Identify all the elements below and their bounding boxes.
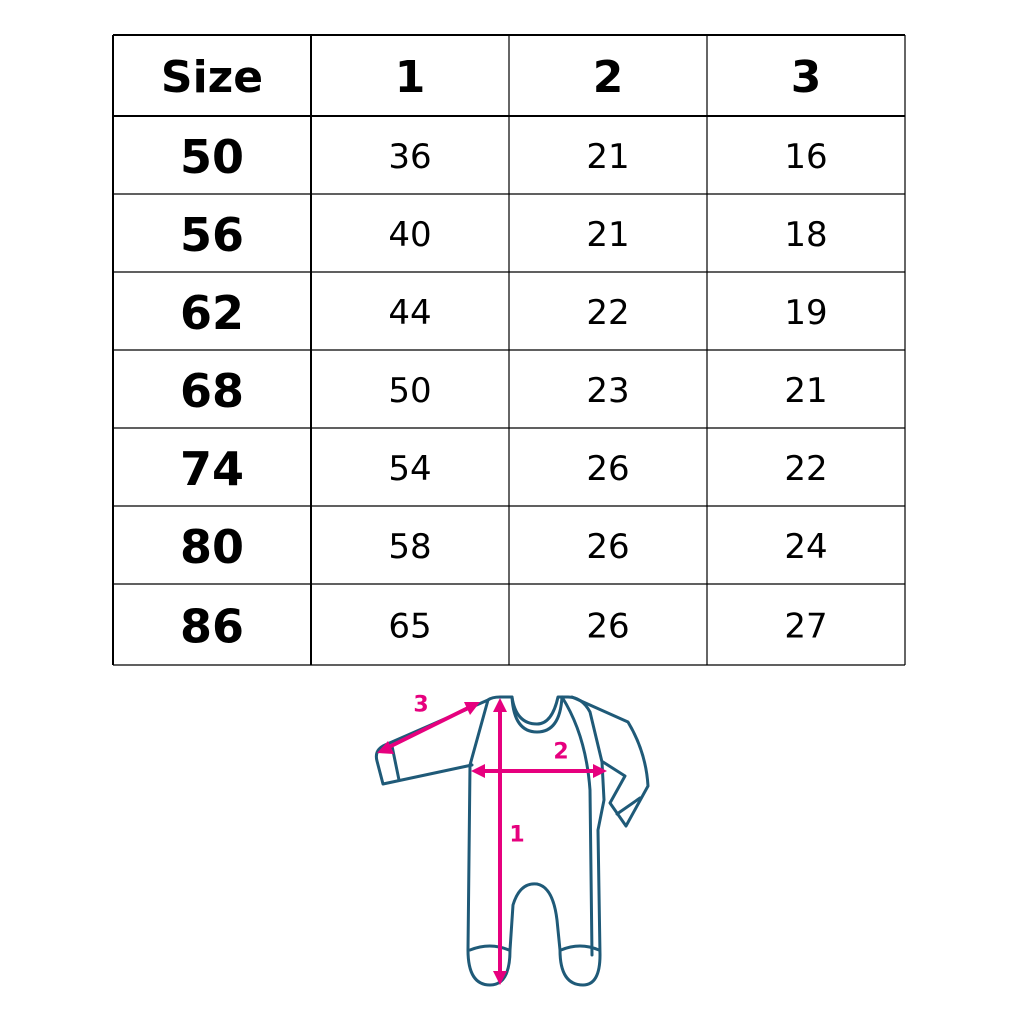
table-cell: 24 [784,527,827,567]
diagram-label: 3 [413,693,428,718]
table-cell: 36 [388,137,431,177]
table-cell: 27 [784,607,827,647]
onesie-neck [510,695,564,734]
table-cell: 19 [784,293,827,333]
onesie-left-foot [468,944,511,952]
arrow-sleeve [386,705,471,750]
arrow-head [471,764,485,778]
table-cell: 65 [388,607,431,647]
table-cell: 54 [388,449,431,489]
arrow-head [593,764,607,778]
table-cell: 16 [784,137,827,177]
onesie-right-foot [559,944,601,952]
header-cell: Size [161,52,263,103]
size-cell: 74 [180,442,244,496]
onesie-body [466,695,606,987]
table-cell: 21 [784,371,827,411]
table-cell: 23 [586,371,629,411]
onesie-right-arm [570,695,650,828]
arrow-head [493,971,507,985]
measure-arrows [377,698,607,985]
size-cell: 50 [180,130,244,184]
table-cell: 22 [784,449,827,489]
table-cell: 50 [388,371,431,411]
arrow-head [464,702,480,715]
header-cell: 2 [593,52,624,103]
size-cell: 86 [180,600,244,654]
size-cell: 62 [180,286,244,340]
table-cell: 58 [388,527,431,567]
size-cell: 56 [180,208,244,262]
header-cell: 3 [791,52,822,103]
table-cell: 18 [784,215,827,255]
table-cell: 21 [586,215,629,255]
onesie-diagram [374,695,650,987]
diagram-label: 2 [553,740,568,765]
table-cell: 22 [586,293,629,333]
size-cell: 80 [180,520,244,574]
table-cell: 26 [586,449,629,489]
table-cell: 40 [388,215,431,255]
arrow-head [493,698,507,712]
size-cell: 68 [180,364,244,418]
table-cell: 26 [586,607,629,647]
table-cell: 44 [388,293,431,333]
onesie-left-cuff [390,744,401,782]
table-cell: 26 [586,527,629,567]
onesie-right-cuff [615,796,642,816]
onesie-placket [560,695,594,957]
diagram-label: 1 [509,823,524,848]
arrow-head [377,741,394,754]
table-cell: 21 [586,137,629,177]
header-cell: 1 [395,52,426,103]
